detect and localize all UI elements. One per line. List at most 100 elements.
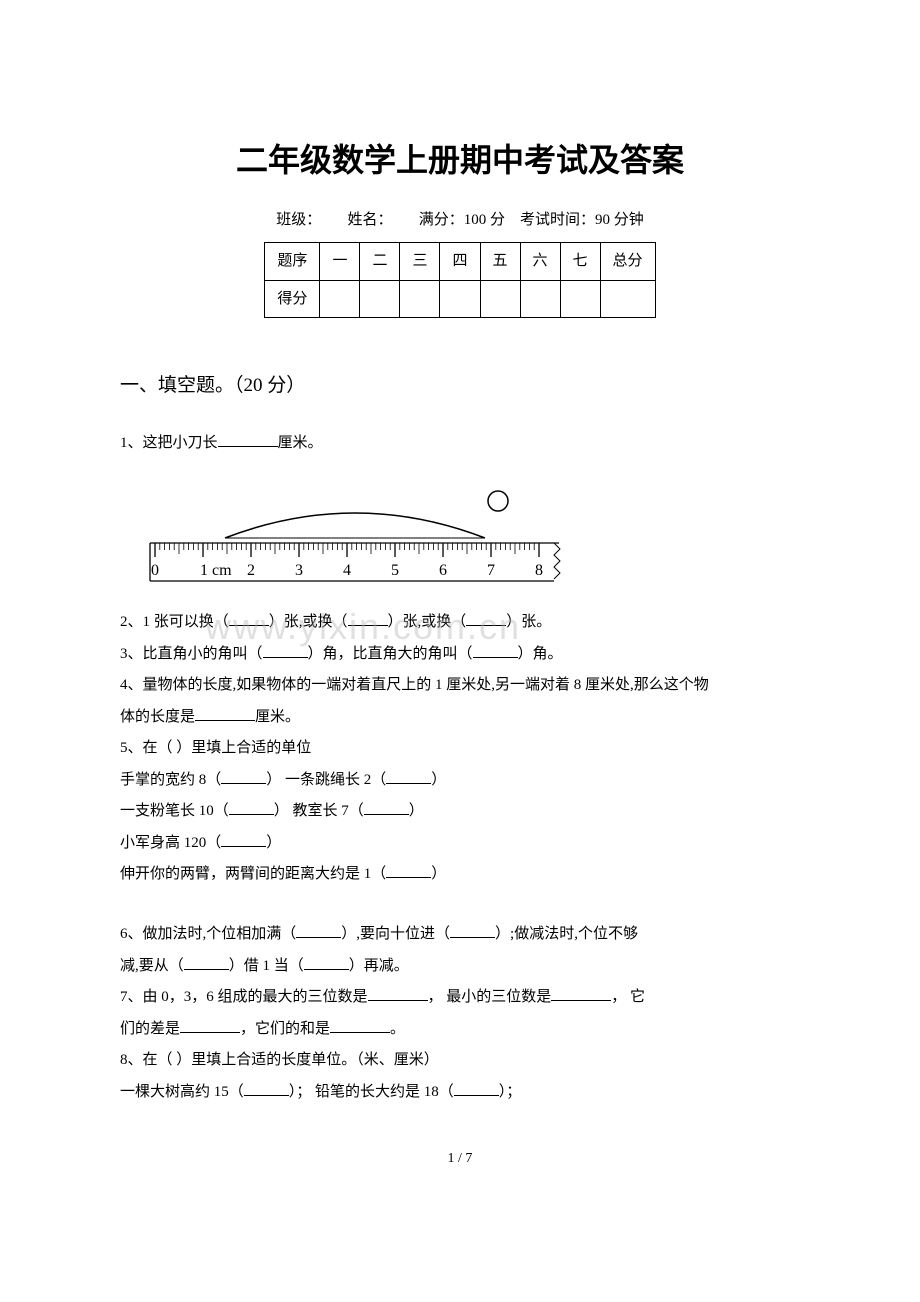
question-text: 厘米。 [278,435,323,451]
page-title: 二年级数学上册期中考试及答案 [120,130,800,191]
table-cell: 二 [360,243,400,281]
question: 4、量物体的长度,如果物体的一端对着直尺上的 1 厘米处,另一端对着 8 厘米处… [120,671,800,700]
blank [364,799,409,816]
question-text: 4、量物体的长度,如果物体的一端对着直尺上的 1 厘米处,另一端对着 8 厘米处… [120,677,709,693]
class-label: 班级： [276,212,321,228]
question-text: 一支粉笔长 10（ [120,803,229,819]
blank [184,953,229,970]
question-text: 1、这把小刀长 [120,435,218,451]
table-cell: 题序 [265,243,320,281]
question-text: ）； 铅笔的长大约是 18（ [289,1084,454,1100]
question-text: 7、由 0，3，6 组成的最大的三位数是 [120,989,368,1005]
blank [386,767,431,784]
table-cell [440,280,480,318]
table-cell: 总分 [600,243,655,281]
question-text: ） [266,835,281,851]
question-text: ）张。 [506,614,551,630]
question-text: ）;做减法时,个位不够 [495,926,638,942]
svg-text:8: 8 [535,562,543,579]
question-text: ）角。 [518,646,563,662]
time-label: 考试时间：90 分钟 [520,212,644,228]
table-cell: 六 [520,243,560,281]
name-label: 姓名： [347,212,392,228]
blank [386,862,431,879]
question: 2、1 张可以换（）张,或换（）张,或换（）张。 [120,608,800,637]
question: 一棵大树高约 15（ ）； 铅笔的长大约是 18（ ）； [120,1078,800,1107]
question-text: 2、1 张可以换（ [120,614,229,630]
blank [296,922,341,939]
question-text: ）角，比直角大的角叫（ [308,646,473,662]
svg-text:7: 7 [487,562,495,579]
question-text: ，它们的和是 [240,1021,330,1037]
table-cell [560,280,600,318]
table-cell [600,280,655,318]
question: 5、在（ ）里填上合适的单位 [120,734,800,763]
question-text: 手掌的宽约 8（ [120,772,221,788]
question-text: 6、做加法时,个位相加满（ [120,926,296,942]
exam-info: 班级： 姓名： 满分：100 分 考试时间：90 分钟 [120,206,800,235]
table-cell [360,280,400,318]
table-cell [480,280,520,318]
question-text: 伸开你的两臂，两臂间的距离大约是 1（ [120,866,386,882]
table-row: 题序 一 二 三 四 五 六 七 总分 [265,243,655,281]
question-text: 厘米。 [255,709,300,725]
question: 3、比直角小的角叫（ ）角，比直角大的角叫（ ）角。 [120,640,800,669]
ruler-svg: 0 1 cm 2 3 4 5 6 7 8 [145,468,575,588]
score-table: 题序 一 二 三 四 五 六 七 总分 得分 [264,242,655,318]
blank [368,985,428,1002]
question: 伸开你的两臂，两臂间的距离大约是 1（ ） [120,860,800,889]
ruler-diagram: 0 1 cm 2 3 4 5 6 7 8 [145,468,800,599]
svg-text:2: 2 [247,562,255,579]
question-text: 一棵大树高约 15（ [120,1084,244,1100]
table-cell: 四 [440,243,480,281]
table-cell [520,280,560,318]
question-text: ）张,或换（ [388,614,467,630]
blank [180,1016,240,1033]
blank [195,704,255,721]
question: 体的长度是 厘米。 [120,703,800,732]
question-text: 。 [390,1021,405,1037]
question: 们的差是 ，它们的和是 。 [120,1015,800,1044]
question-text: ） [409,803,424,819]
blank [263,641,308,658]
question: 1、这把小刀长 厘米。 [120,429,800,458]
question-text: 们的差是 [120,1021,180,1037]
table-cell: 三 [400,243,440,281]
question: 8、在（ ）里填上合适的长度单位。（米、厘米） [120,1046,800,1075]
svg-text:1 cm: 1 cm [200,562,232,579]
table-cell [320,280,360,318]
question-text: ） 一条跳绳长 2（ [266,772,386,788]
table-cell [400,280,440,318]
question-text: ）； [499,1084,522,1100]
blank [229,610,269,627]
question: 减,要从（）借 1 当（）再减。 [120,952,800,981]
question-text: ） [431,866,446,882]
question: 7、由 0，3，6 组成的最大的三位数是 ， 最小的三位数是 ， 它 [120,983,800,1012]
fullscore-label: 满分：100 分 [419,212,505,228]
page-number: 1 / 7 [120,1146,800,1173]
question-text: 3、比直角小的角叫（ [120,646,263,662]
blank [348,610,388,627]
question-text: 体的长度是 [120,709,195,725]
svg-text:0: 0 [151,562,159,579]
blank [221,830,266,847]
table-cell: 五 [480,243,520,281]
question-text: ， 最小的三位数是 [428,989,552,1005]
blank [551,985,611,1002]
blank [244,1079,289,1096]
question-text: ） 教室长 7（ [274,803,364,819]
section-heading: 一、填空题。（20 分） [120,368,800,404]
question-text: ）再减。 [349,958,409,974]
svg-text:6: 6 [439,562,447,579]
svg-text:5: 5 [391,562,399,579]
blank [304,953,349,970]
question-text: 减,要从（ [120,958,184,974]
question-text: ， 它 [611,989,645,1005]
svg-text:3: 3 [295,562,303,579]
blank [473,641,518,658]
blank [221,767,266,784]
question: 手掌的宽约 8（ ） 一条跳绳长 2（ ） [120,766,800,795]
question-text: ） [431,772,446,788]
svg-text:4: 4 [343,562,351,579]
question-text: ）,要向十位进（ [341,926,450,942]
